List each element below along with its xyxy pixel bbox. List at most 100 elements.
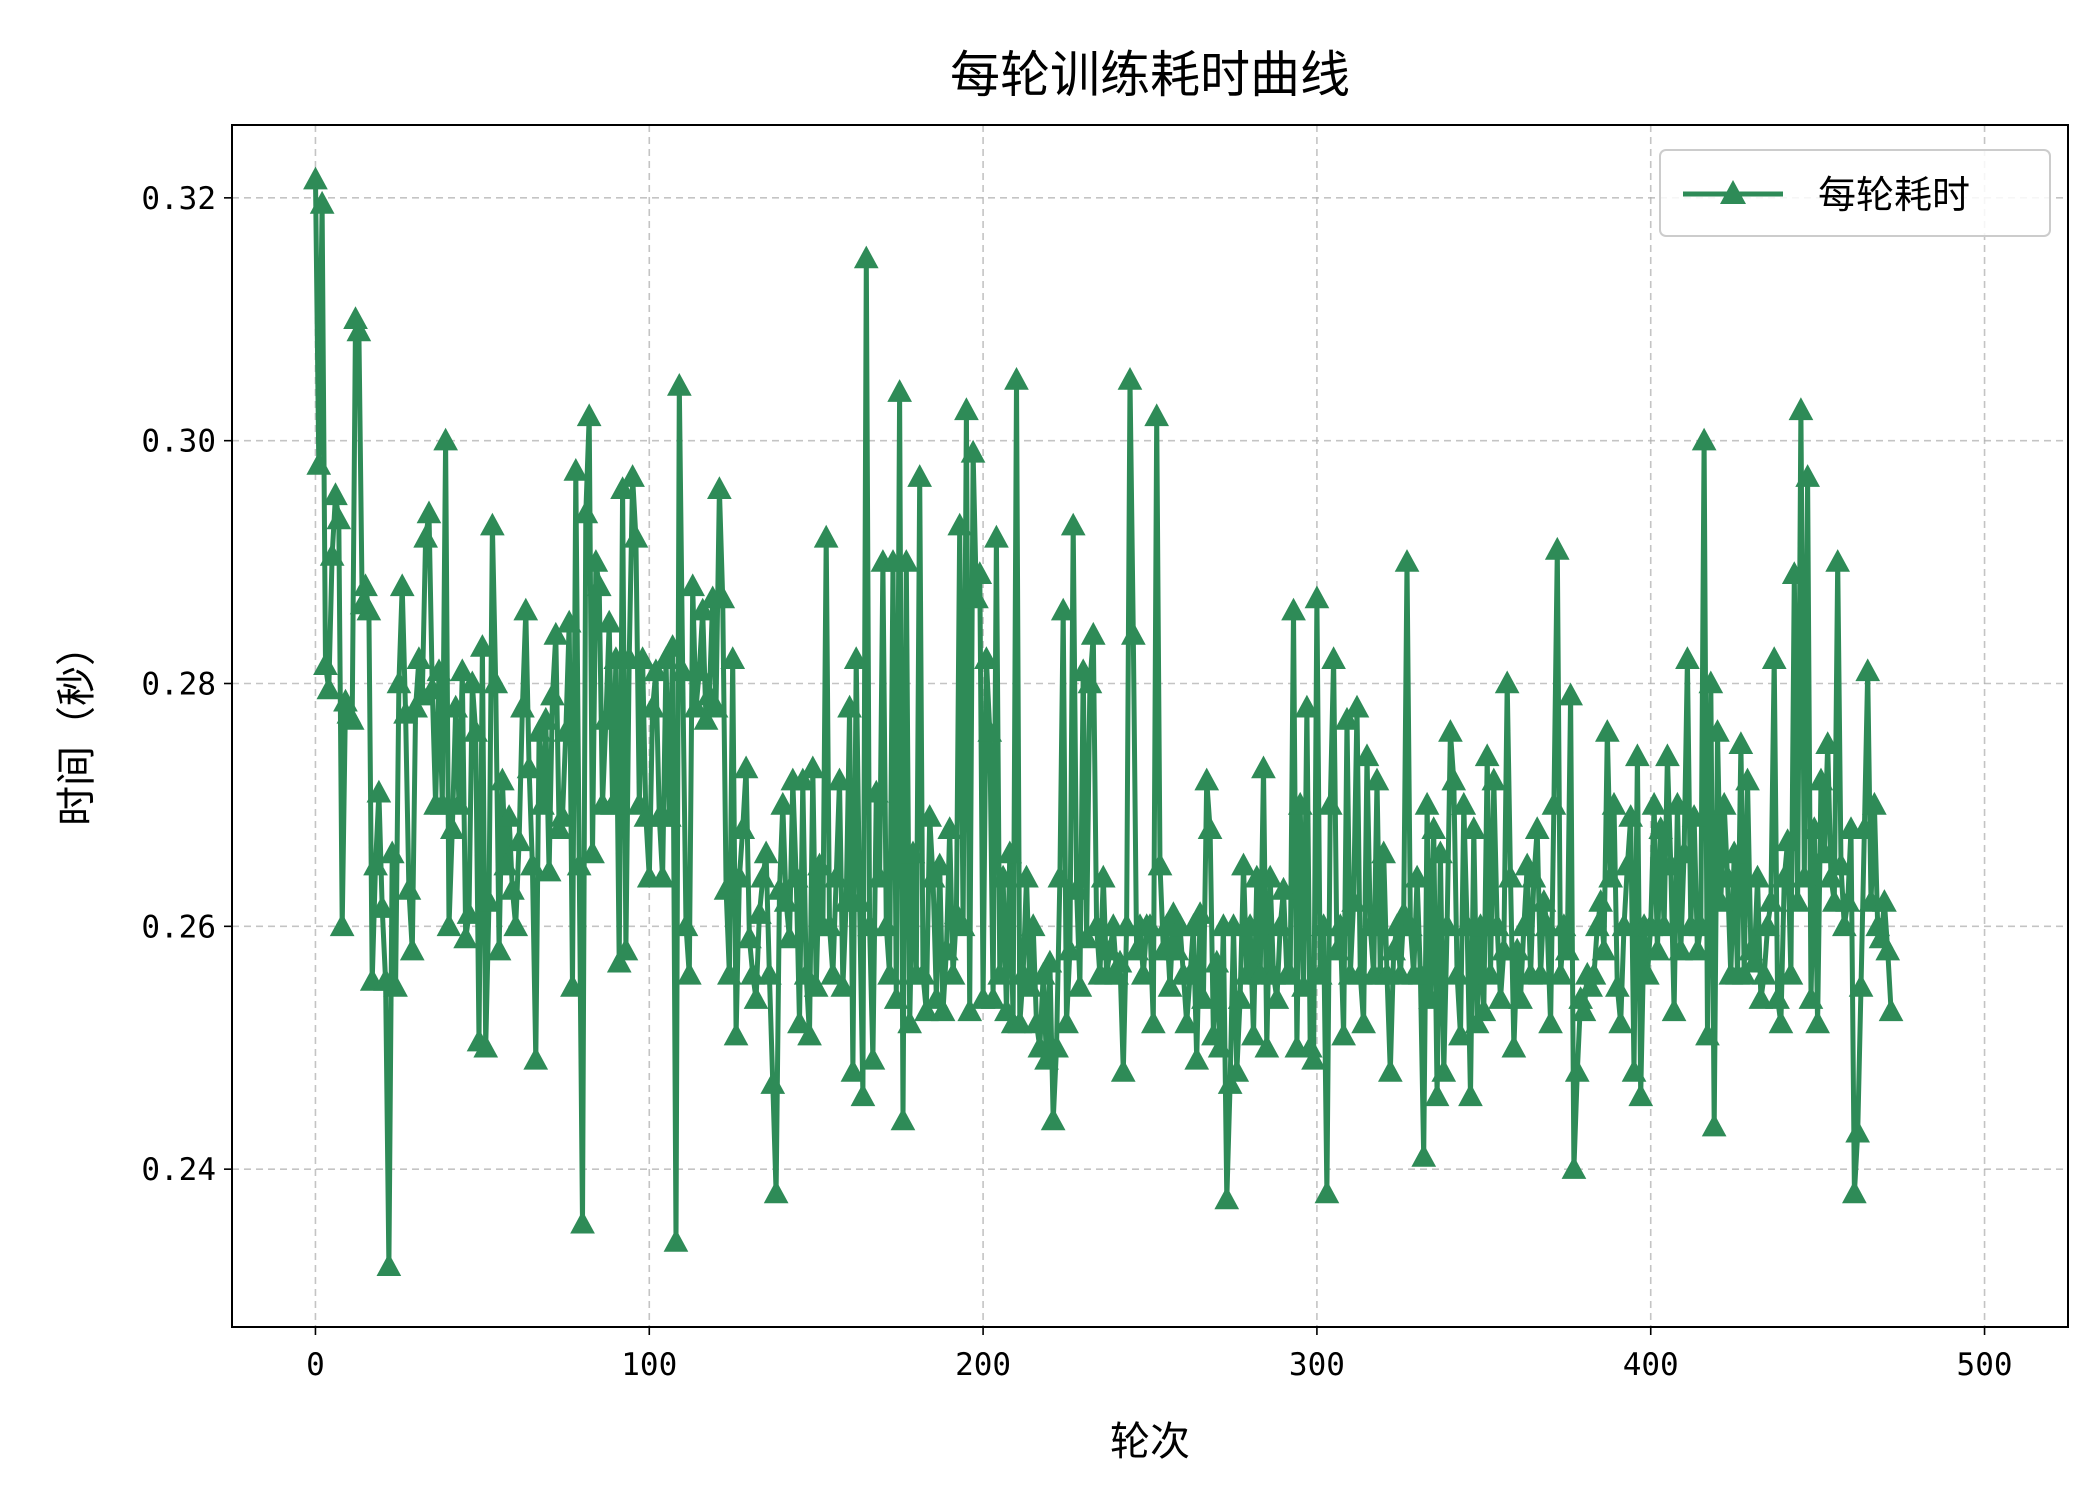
data-point-marker (743, 986, 769, 1009)
data-point-marker (1037, 949, 1063, 973)
data-point-marker (1481, 767, 1507, 791)
data-point-marker (1251, 755, 1276, 779)
data-point-marker (1795, 464, 1820, 487)
data-point-marker (787, 1010, 812, 1034)
data-point-marker (329, 913, 355, 937)
data-point-marker (1117, 367, 1143, 390)
data-point-marker (326, 506, 352, 530)
data-point-marker (964, 585, 989, 609)
data-point-marker (453, 925, 478, 949)
data-point-marker (1434, 913, 1460, 937)
data-point-marker (673, 913, 699, 937)
data-point-marker (623, 524, 649, 548)
data-point-marker (1404, 864, 1430, 888)
data-point-marker (730, 816, 756, 839)
data-point-marker (356, 597, 382, 621)
x-tick-label: 100 (621, 1347, 677, 1383)
data-point-marker (763, 1180, 789, 1204)
data-point-marker (1818, 864, 1844, 888)
data-point-marker (850, 1083, 876, 1107)
data-point-marker (894, 549, 919, 572)
data-point-marker (977, 719, 1003, 742)
data-point-marker (1438, 719, 1463, 742)
data-point-marker (1174, 1010, 1200, 1034)
data-point-marker (606, 949, 632, 973)
data-point-marker (1257, 864, 1283, 888)
data-point-marker (333, 688, 358, 712)
data-point-marker (1605, 974, 1630, 997)
data-point-marker (920, 864, 946, 888)
data-point-marker (303, 166, 328, 190)
data-point-marker (1291, 974, 1316, 997)
data-point-marker (750, 864, 776, 888)
data-point-marker (857, 913, 882, 937)
data-point-marker (516, 755, 542, 779)
data-point-marker (820, 961, 846, 985)
data-point-marker (1765, 986, 1790, 1009)
data-point-marker (1498, 864, 1523, 888)
data-point-marker (1701, 1113, 1727, 1137)
data-point-marker (530, 791, 555, 815)
data-point-marker (1798, 986, 1824, 1009)
data-point-marker (1237, 913, 1263, 937)
data-point-marker (1601, 791, 1627, 815)
data-point-marker (1698, 670, 1724, 694)
data-point-marker (1040, 1107, 1066, 1131)
data-point-marker (406, 646, 432, 669)
data-point-marker (1721, 840, 1747, 864)
data-point-marker (954, 397, 979, 421)
data-point-marker (450, 658, 475, 682)
data-point-marker (1508, 986, 1533, 1009)
data-point-marker (1685, 937, 1710, 961)
data-point-marker (580, 840, 605, 864)
data-point-marker (803, 974, 829, 997)
x-axis-label: 轮次 (1110, 1419, 1190, 1465)
data-point-marker (1144, 403, 1169, 427)
data-point-marker (389, 573, 415, 597)
data-point-marker (443, 694, 468, 718)
data-point-marker (1862, 791, 1887, 815)
data-point-marker (553, 719, 579, 742)
data-point-marker (790, 767, 816, 791)
data-point-marker (1414, 791, 1440, 815)
data-point-marker (1658, 852, 1684, 876)
data-point-marker (1254, 1034, 1280, 1058)
data-point-marker (1281, 597, 1306, 621)
data-point-marker (1524, 816, 1550, 839)
data-point-marker (840, 1059, 866, 1082)
data-point-marker (1825, 549, 1850, 572)
data-point-marker (316, 676, 342, 700)
data-point-marker (1371, 840, 1396, 864)
data-point-marker (1738, 937, 1764, 961)
data-point-marker (1080, 621, 1106, 645)
data-point-marker (399, 937, 425, 961)
data-point-marker (683, 694, 709, 718)
data-point-marker (1301, 1046, 1326, 1070)
data-point-marker (897, 1010, 922, 1034)
data-point-marker (1842, 1180, 1867, 1204)
data-point-marker (1751, 961, 1777, 985)
ticks: 0 100 200 300 400 500 0.24 0.26 0.28 0.30 0.32 (141, 181, 2012, 1383)
data-point-marker (393, 700, 418, 724)
data-point-marker (470, 634, 495, 657)
data-point-marker (1107, 949, 1133, 973)
data-point-marker (1321, 646, 1346, 669)
data-point-marker (860, 1046, 886, 1070)
data-point-marker (670, 658, 695, 682)
data-point-marker (990, 864, 1016, 888)
data-point-marker (1131, 961, 1156, 985)
data-point-marker (446, 791, 472, 815)
data-point-marker (1241, 1022, 1266, 1046)
data-point-marker (1745, 864, 1770, 888)
data-point-marker (440, 816, 465, 839)
data-point-marker (1651, 913, 1677, 937)
data-point-marker (1554, 937, 1580, 961)
data-point-marker (1758, 889, 1784, 912)
data-point-marker (677, 961, 702, 985)
data-point-marker (1311, 913, 1336, 937)
data-point-marker (1157, 974, 1183, 997)
data-point-marker (947, 512, 973, 536)
data-point-marker (1344, 694, 1370, 718)
data-point-marker (343, 306, 368, 329)
